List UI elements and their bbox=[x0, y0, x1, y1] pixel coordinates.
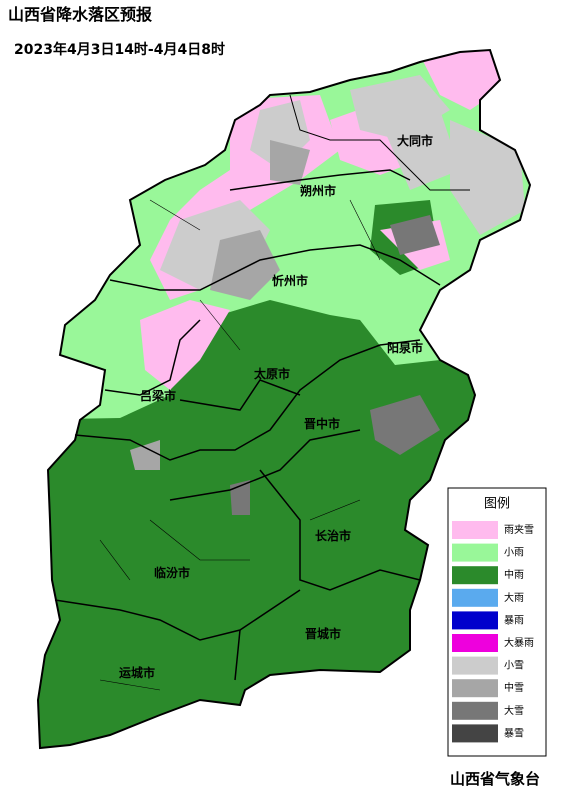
legend-swatch bbox=[452, 521, 498, 539]
city-label: 太原市 bbox=[254, 366, 290, 381]
city-label: 晋中市 bbox=[304, 416, 340, 431]
legend-swatch bbox=[452, 543, 498, 562]
legend-label: 大雨 bbox=[504, 591, 524, 604]
title: 山西省降水落区预报 bbox=[8, 5, 152, 24]
city-label: 吕梁市 bbox=[140, 388, 176, 403]
subtitle: 2023年4月3日14时-4月4日8时 bbox=[14, 41, 225, 58]
city-label: 阳泉市 bbox=[387, 340, 423, 355]
legend-label: 大雪 bbox=[504, 704, 524, 717]
legend-label: 暴雪 bbox=[504, 727, 524, 739]
legend-swatch bbox=[452, 588, 498, 607]
legend-swatch bbox=[452, 679, 498, 698]
city-label: 长治市 bbox=[315, 528, 351, 543]
legend-swatch bbox=[452, 701, 498, 720]
city-label: 临汾市 bbox=[154, 565, 190, 580]
city-label: 运城市 bbox=[119, 665, 155, 680]
city-label: 晋城市 bbox=[305, 626, 341, 641]
legend-swatch bbox=[452, 656, 498, 675]
legend-label: 中雪 bbox=[504, 681, 524, 694]
city-label: 忻州市 bbox=[272, 273, 308, 288]
legend-label: 暴雨 bbox=[504, 614, 524, 626]
footer: 山西省气象台 bbox=[450, 770, 540, 788]
legend-label: 小雪 bbox=[504, 660, 524, 672]
legend-label: 中雨 bbox=[504, 568, 524, 581]
legend-swatch bbox=[452, 634, 498, 652]
borders bbox=[37, 49, 531, 749]
legend-label: 大暴雨 bbox=[504, 636, 534, 649]
legend-title: 图例 bbox=[484, 497, 510, 512]
legend-label: 小雨 bbox=[504, 547, 524, 559]
city-label: 大同市 bbox=[397, 133, 433, 148]
legend-label: 雨夹雪 bbox=[504, 523, 534, 536]
legend-swatch bbox=[452, 566, 498, 585]
legend-swatch bbox=[452, 724, 498, 743]
city-label: 朔州市 bbox=[300, 183, 336, 198]
legend-swatch bbox=[452, 611, 498, 630]
